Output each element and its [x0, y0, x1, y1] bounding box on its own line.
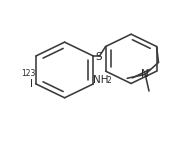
Text: N: N — [141, 69, 149, 79]
Text: S: S — [95, 52, 102, 62]
Text: NH: NH — [93, 75, 109, 85]
Text: 2: 2 — [107, 76, 112, 85]
Text: I: I — [30, 79, 32, 89]
Text: 123: 123 — [21, 69, 36, 78]
